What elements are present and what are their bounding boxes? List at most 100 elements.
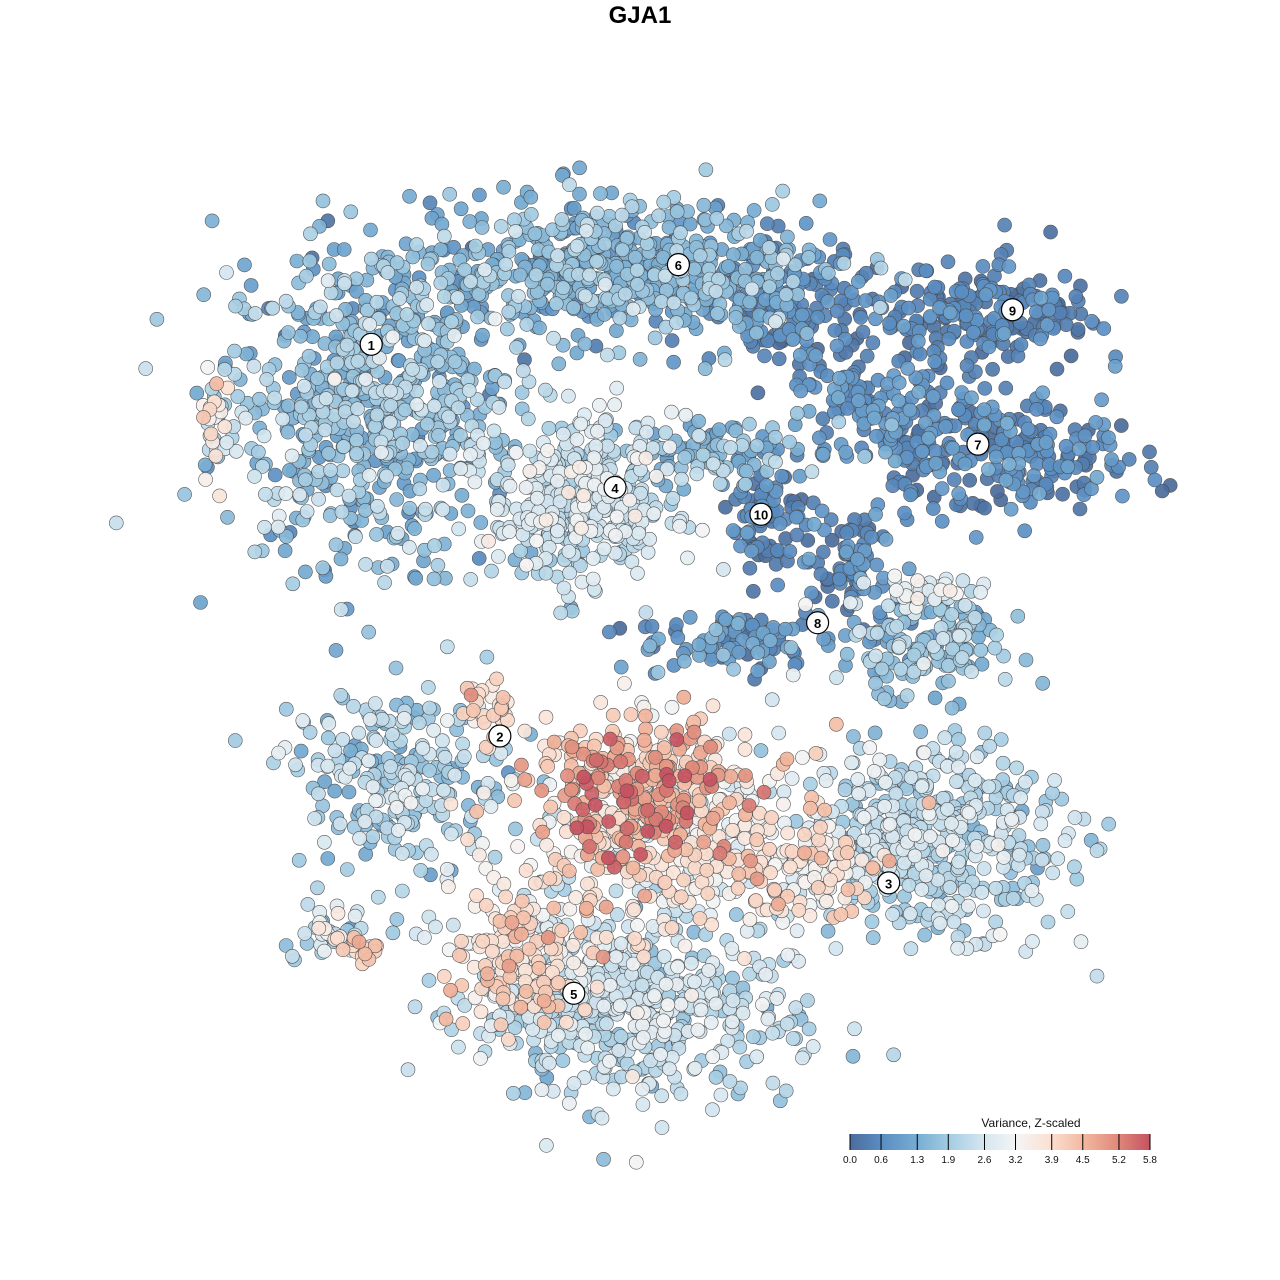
data-point xyxy=(388,660,404,676)
data-point xyxy=(409,397,425,412)
data-point xyxy=(726,661,741,677)
data-point xyxy=(585,551,601,566)
data-point xyxy=(217,419,233,435)
data-point xyxy=(886,1047,901,1063)
data-point xyxy=(558,1014,574,1030)
data-point xyxy=(609,380,625,396)
data-point xyxy=(473,515,489,530)
data-point xyxy=(317,774,332,790)
data-point xyxy=(737,476,753,492)
data-point xyxy=(771,351,787,367)
data-point xyxy=(997,217,1012,233)
data-point xyxy=(489,502,505,517)
data-point xyxy=(940,254,956,270)
data-point xyxy=(555,426,571,442)
data-point xyxy=(782,544,798,559)
data-point xyxy=(798,597,813,612)
data-point xyxy=(654,294,669,309)
data-point xyxy=(196,410,211,425)
data-point xyxy=(394,846,410,861)
data-point xyxy=(310,371,325,386)
data-point xyxy=(437,749,453,765)
data-point xyxy=(868,675,883,691)
data-point xyxy=(993,732,1009,747)
data-point xyxy=(594,1110,610,1126)
data-point xyxy=(1024,883,1040,898)
data-point xyxy=(957,882,973,898)
data-point xyxy=(289,253,305,269)
data-point xyxy=(344,383,360,399)
data-point xyxy=(527,226,543,242)
data-point xyxy=(507,793,522,808)
data-point xyxy=(442,186,458,202)
data-point xyxy=(649,468,664,484)
data-point xyxy=(454,933,469,949)
data-point xyxy=(863,529,879,545)
data-point xyxy=(203,426,219,442)
data-point xyxy=(785,274,801,289)
data-point xyxy=(439,639,455,655)
data-point xyxy=(815,446,831,462)
data-point xyxy=(469,804,485,819)
data-point xyxy=(529,533,544,549)
data-point xyxy=(941,673,956,689)
data-point xyxy=(1041,302,1057,318)
data-point xyxy=(562,177,577,192)
data-point xyxy=(901,561,917,577)
data-point xyxy=(658,976,674,992)
data-point xyxy=(927,690,943,706)
data-point xyxy=(664,333,680,348)
data-point xyxy=(844,755,859,771)
data-point xyxy=(475,933,491,949)
data-point xyxy=(673,225,688,240)
data-point xyxy=(318,391,334,406)
data-point xyxy=(695,447,711,463)
data-point xyxy=(910,591,926,606)
data-point xyxy=(426,571,442,587)
data-point xyxy=(774,468,790,484)
data-point xyxy=(1069,871,1085,887)
data-point xyxy=(837,782,853,798)
data-point xyxy=(1013,790,1028,806)
data-point xyxy=(539,1138,554,1153)
data-point xyxy=(901,300,916,316)
data-point xyxy=(737,727,753,743)
data-point xyxy=(609,259,625,274)
data-point xyxy=(193,595,208,610)
data-point xyxy=(293,743,309,759)
data-point xyxy=(633,485,648,501)
data-point xyxy=(1035,837,1051,853)
data-point xyxy=(493,1017,509,1033)
data-point xyxy=(109,515,124,531)
data-point xyxy=(1101,816,1116,832)
data-point xyxy=(346,414,361,430)
data-point xyxy=(969,749,985,765)
data-point xyxy=(899,688,915,704)
data-point xyxy=(1067,810,1083,825)
data-point xyxy=(777,621,793,637)
data-point xyxy=(762,279,777,295)
data-point xyxy=(436,782,451,798)
data-point xyxy=(421,973,437,988)
data-point xyxy=(295,713,311,728)
data-point xyxy=(1038,435,1054,450)
data-point xyxy=(407,999,423,1015)
data-point xyxy=(444,314,459,330)
data-point xyxy=(925,501,941,516)
data-point xyxy=(402,189,417,204)
data-point xyxy=(578,1026,593,1042)
data-point xyxy=(916,745,932,761)
data-point xyxy=(457,998,472,1013)
data-point xyxy=(737,742,753,757)
data-point xyxy=(497,374,512,390)
data-point xyxy=(332,816,348,832)
data-point xyxy=(891,393,906,409)
data-point xyxy=(746,203,762,218)
data-point xyxy=(220,509,235,525)
data-point xyxy=(951,732,966,747)
data-point xyxy=(903,487,918,503)
data-point xyxy=(389,912,405,927)
data-point xyxy=(576,488,591,503)
data-point xyxy=(944,899,960,914)
data-point xyxy=(629,262,645,278)
